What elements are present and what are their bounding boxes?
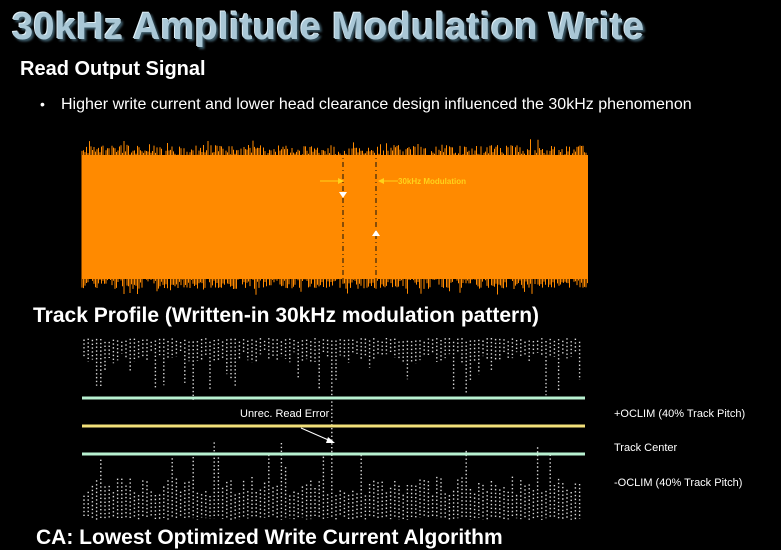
slide-title: 30kHz Amplitude Modulation Write (12, 6, 645, 48)
plus-oclim-label: +OCLIM (40% Track Pitch) (614, 408, 746, 420)
track-profile-heading: Track Profile (Written-in 30kHz modulati… (33, 304, 540, 327)
ca-algorithm-heading: CA: Lowest Optimized Write Current Algor… (36, 526, 503, 549)
unrec-read-error-label: Unrec. Read Error (240, 408, 330, 420)
read-error-pointer (300, 427, 334, 443)
minus-oclim-label: -OCLIM (40% Track Pitch) (614, 477, 743, 489)
bullet-icon: • (40, 96, 45, 112)
bullet-point: • Higher write current and lower head cl… (40, 93, 720, 116)
signal-markers-icon (339, 192, 380, 236)
track-center-label: Track Center (614, 442, 678, 454)
track-lower-dots (83, 428, 581, 520)
read-error-arrow-icon (326, 437, 335, 443)
modulation-arrow-icon (320, 178, 398, 184)
signal-waveform (81, 139, 588, 295)
signal-dashed-lines (342, 150, 377, 282)
read-output-signal-heading: Read Output Signal (20, 58, 206, 80)
bullet-text: Higher write current and lower head clea… (61, 96, 692, 113)
modulation-annotation: 30kHz Modulation (398, 177, 466, 186)
track-upper-dots (83, 338, 581, 426)
